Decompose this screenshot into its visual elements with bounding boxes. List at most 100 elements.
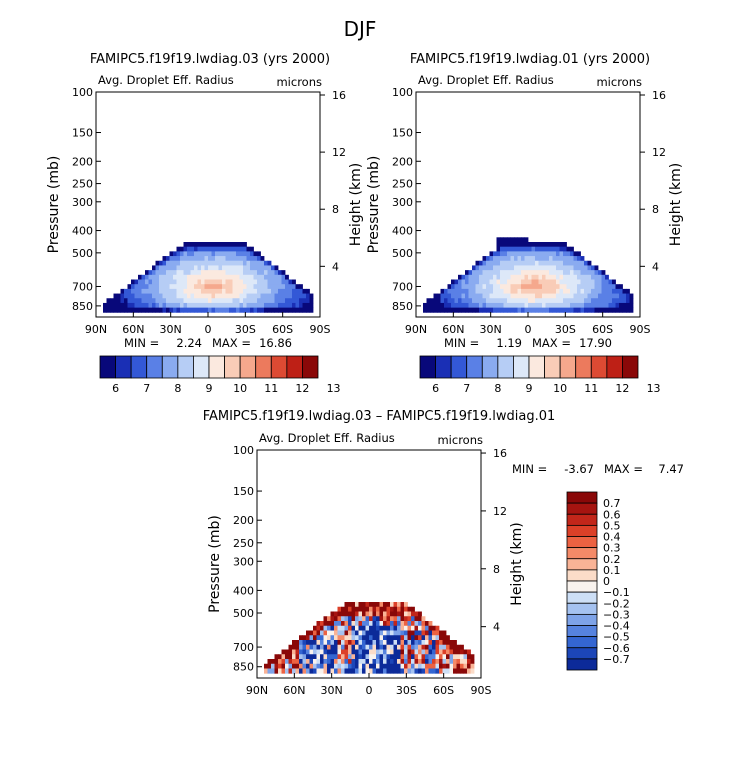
- field-cell: [253, 270, 258, 276]
- field-cell: [566, 307, 571, 313]
- field-cell: [299, 307, 303, 313]
- x-tick-label: 60N: [283, 684, 305, 697]
- colorbar-swatch: [566, 580, 598, 593]
- field-cell: [535, 284, 539, 290]
- field-cell: [437, 298, 441, 304]
- field-cell: [274, 298, 279, 304]
- field-cell: [369, 616, 373, 622]
- field-cell: [211, 284, 216, 290]
- field-cell: [379, 659, 384, 665]
- field-cell: [566, 270, 571, 276]
- field-cell: [407, 616, 412, 622]
- colorbar-swatch: [566, 625, 598, 638]
- field-cell: [117, 293, 121, 299]
- field-cell: [190, 288, 195, 294]
- field-cell: [246, 251, 251, 257]
- field-cell: [309, 635, 314, 641]
- field-cell: [264, 668, 268, 674]
- field-cell: [514, 288, 518, 294]
- field-cell: [566, 260, 571, 266]
- field-cell: [376, 625, 380, 631]
- field-cell: [194, 242, 198, 248]
- field-cell: [194, 270, 198, 276]
- field-cell: [281, 284, 286, 290]
- field-cell: [145, 284, 149, 290]
- y-tick-label: 100: [233, 444, 254, 457]
- field-cell: [521, 302, 525, 309]
- field-cell: [323, 630, 328, 636]
- field-cell: [344, 606, 349, 612]
- field-cell: [425, 640, 429, 646]
- field-cell: [570, 256, 574, 262]
- field-cell: [449, 668, 454, 674]
- x-tick-label: 90S: [310, 323, 331, 336]
- field-cell: [225, 274, 230, 280]
- field-cell: [552, 260, 557, 266]
- field-cell: [187, 284, 191, 290]
- field-cell: [218, 242, 223, 248]
- field-cell: [479, 307, 483, 313]
- field-cell: [400, 663, 405, 669]
- field-cell: [131, 298, 135, 304]
- field-cell: [500, 284, 504, 290]
- field-cell: [327, 621, 331, 627]
- field-cell: [162, 274, 167, 280]
- field-cell: [257, 288, 261, 294]
- field-cell: [337, 640, 342, 646]
- field-cell: [418, 668, 422, 674]
- field-cell: [302, 663, 307, 669]
- field-cell: [117, 298, 121, 304]
- field-cell: [229, 298, 233, 304]
- field-cell: [615, 302, 620, 309]
- field-cell: [407, 659, 412, 665]
- field-cell: [285, 307, 289, 313]
- field-cell: [316, 659, 321, 665]
- field-cell: [183, 251, 188, 257]
- field-cell: [180, 298, 184, 304]
- field-cell: [166, 288, 170, 294]
- colorbar-label: 0.5: [603, 519, 621, 532]
- field-cell: [173, 298, 177, 304]
- field-cell: [197, 251, 202, 257]
- field-cell: [444, 288, 448, 294]
- field-cell: [432, 668, 436, 674]
- field-cell: [446, 668, 450, 674]
- field-cell: [372, 659, 377, 665]
- field-cell: [584, 288, 588, 294]
- field-cell: [187, 302, 191, 309]
- field-cell: [337, 668, 342, 674]
- field-cell: [250, 260, 254, 266]
- field-cell: [556, 288, 560, 294]
- field-cell: [472, 298, 476, 304]
- field-cell: [243, 246, 247, 252]
- field-cell: [383, 625, 387, 631]
- field-cell: [267, 260, 272, 266]
- field-cell: [222, 260, 226, 266]
- y-tick-label: 400: [72, 225, 93, 238]
- field-cell: [556, 246, 560, 252]
- field-cell: [141, 284, 146, 290]
- field-cell: [552, 242, 557, 248]
- field-cell: [239, 246, 244, 252]
- field-cell: [404, 611, 408, 617]
- field-cell: [414, 668, 419, 674]
- field-cell: [510, 265, 515, 271]
- field-cell: [257, 302, 261, 309]
- colorbar-swatch: [270, 355, 288, 379]
- field-cell: [306, 298, 310, 304]
- field-cell: [612, 298, 616, 304]
- field-cell: [414, 649, 419, 655]
- y-tick-label: 700: [233, 641, 254, 654]
- field-cell: [591, 284, 595, 290]
- field-cell: [386, 663, 391, 669]
- field-cell: [421, 640, 426, 646]
- field-cell: [390, 611, 394, 617]
- field-cell: [327, 668, 331, 674]
- field-cell: [264, 298, 268, 304]
- field-cell: [187, 270, 191, 276]
- field-cell: [573, 270, 578, 276]
- colorbar-label: 0: [603, 575, 610, 588]
- field-cell: [225, 288, 230, 294]
- field-cell: [475, 274, 480, 280]
- field-cell: [507, 260, 511, 266]
